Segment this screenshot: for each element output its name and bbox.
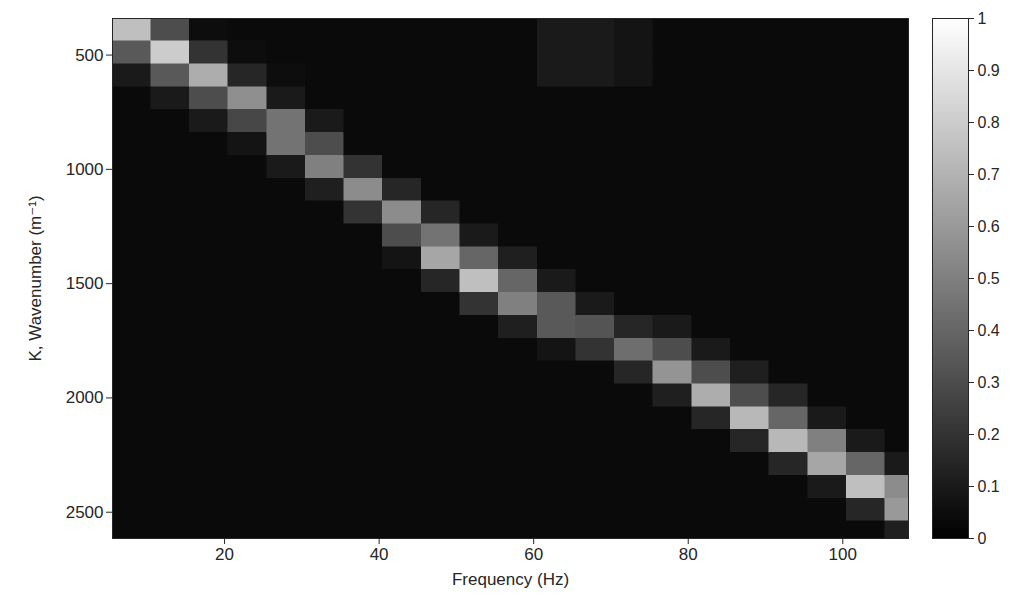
svg-text:500: 500: [75, 46, 103, 65]
svg-text:1: 1: [978, 10, 987, 27]
svg-text:0.6: 0.6: [978, 218, 1000, 235]
svg-text:0.3: 0.3: [978, 374, 1000, 391]
svg-text:1000: 1000: [66, 160, 104, 179]
svg-text:0.1: 0.1: [978, 478, 1000, 495]
svg-text:0.8: 0.8: [978, 114, 1000, 131]
svg-text:K, Wavenumber (m⁻¹): K, Wavenumber (m⁻¹): [26, 195, 45, 361]
svg-text:Frequency (Hz): Frequency (Hz): [452, 570, 569, 589]
svg-text:2000: 2000: [66, 388, 104, 407]
svg-text:60: 60: [524, 545, 543, 564]
svg-text:100: 100: [829, 545, 857, 564]
svg-text:0.4: 0.4: [978, 322, 1000, 339]
svg-text:0: 0: [978, 530, 987, 547]
svg-text:2500: 2500: [66, 503, 104, 522]
svg-text:1500: 1500: [66, 274, 104, 293]
svg-text:0.9: 0.9: [978, 62, 1000, 79]
svg-text:80: 80: [679, 545, 698, 564]
svg-text:0.5: 0.5: [978, 270, 1000, 287]
svg-text:0.2: 0.2: [978, 426, 1000, 443]
svg-text:40: 40: [370, 545, 389, 564]
svg-text:0.7: 0.7: [978, 166, 1000, 183]
svg-text:20: 20: [215, 545, 234, 564]
